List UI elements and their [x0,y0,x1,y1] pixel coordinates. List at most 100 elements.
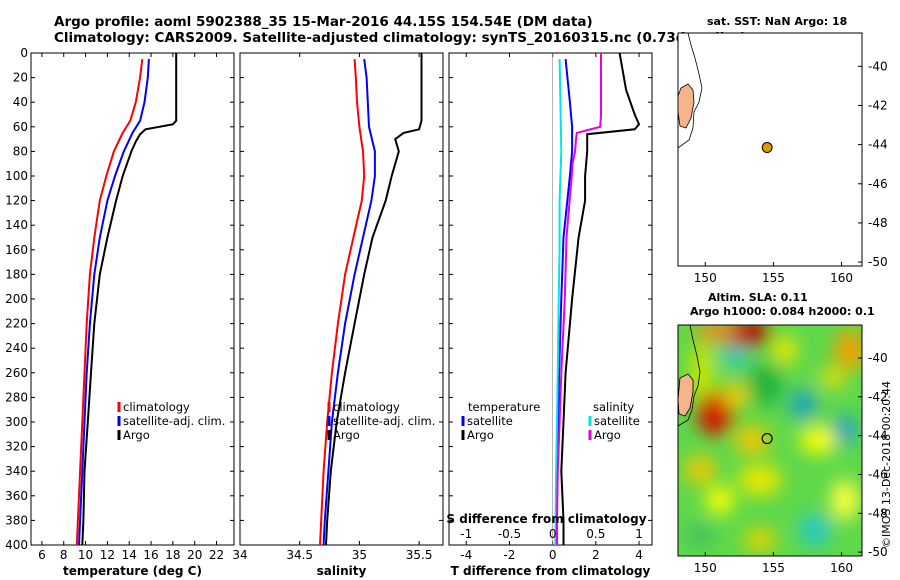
sla-map-title-line2: Argo h1000: 0.084 h2000: 0.1 [690,305,875,318]
sst-map-float-marker [761,142,773,154]
temperature-legend-label: satellite-adj. clim. [123,414,225,428]
tasmania-land [677,83,695,129]
temperature-ytick-label: 300 [5,415,28,429]
temperature-xtick-label: 8 [60,548,68,562]
sst-map-title: sat. SST: NaN Argo: 18 [707,15,847,28]
sla-map-xtick-label: 160 [830,561,853,575]
difference-xtick-label: -2 [503,548,515,562]
salinity-xtick-label: 35 [352,548,367,562]
temperature-xtick-label: 10 [78,548,93,562]
coastline [677,32,703,149]
difference-xtick-label: 2 [592,548,600,562]
salinity-legend-label: Argo [333,428,360,442]
difference-xlabel: T difference from climatology [451,564,651,578]
sla-tasmania-land [677,373,694,417]
difference-t-argo-line [560,52,641,545]
sla-map: 150 155 160 -40 -42 -44 -46 -48 -50 [677,324,888,575]
temperature-ytick-label: 320 [5,440,28,454]
temperature-xtick-label: 12 [100,548,115,562]
difference-top-tick-label: 1 [635,527,643,541]
temperature-xtick-label: 14 [122,548,137,562]
temperature-xtick-label: 22 [209,548,224,562]
temperature-ytick-label: 60 [13,120,28,134]
temperature-climatology-line [75,58,144,546]
temperature-xtick-label: 20 [187,548,202,562]
sla-map-ytick-label: -50 [868,545,888,559]
temperature-ytick-label: 180 [5,267,28,281]
temperature-xtick-label: 16 [143,548,158,562]
temperature-ytick-label: 200 [5,292,28,306]
sst-map-ytick-label: -42 [868,98,888,112]
salinity-panel: 34 34.5 35 35.5 salinity climatologysatellite… [232,52,444,578]
sst-map-xtick-label: 150 [694,271,717,285]
temperature-ytick-label: 220 [5,317,28,331]
difference-temperature-legend-label: satellite [467,414,513,428]
sst-map: 150 155 160 -40 -42 -44 -46 -48 -50 [677,32,888,285]
difference-top-tick-label: -1 [460,527,472,541]
salinity-climatology-line [319,59,366,546]
sst-map-ytick-label: -44 [868,138,888,152]
difference-legend-title-salinity: salinity [593,400,634,414]
sla-map-ytick-label: -42 [868,390,888,404]
temperature-ytick-label: 280 [5,390,28,404]
temperature-xtick-label: 6 [38,548,46,562]
temperature-ytick-label: 100 [5,169,28,183]
sla-map-xtick-label: 150 [694,561,717,575]
difference-xtick-label: 4 [635,548,643,562]
salinity-legend-label: satellite-adj. clim. [333,414,435,428]
sla-map-float-marker [761,432,773,445]
salinity-xtick-label: 34 [232,548,247,562]
watermark: ©IMOS 13-Dec-2018 00:20:44 [880,381,893,548]
sla-map-frame [677,324,863,557]
sla-map-xtick-label: 155 [762,561,785,575]
salinity-xtick-label: 34.5 [286,548,313,562]
sst-map-ytick-label: -46 [868,177,888,191]
temperature-ytick-label: 20 [13,71,28,85]
difference-xtick-label: 0 [549,548,557,562]
temperature-argo-line [81,53,178,546]
temperature-ytick-label: 340 [5,464,28,478]
temperature-ytick-label: 80 [13,144,28,158]
difference-legend-title-temperature: temperature [468,400,540,414]
temperature-ytick-label: 140 [5,218,28,232]
sst-map-ytick-label: -48 [868,216,888,230]
sla-map-ytick-label: -40 [868,351,888,365]
temperature-xtick-label: 18 [165,548,180,562]
sst-map-xtick-label: 155 [762,271,785,285]
sla-map-ytick-label: -46 [868,467,888,481]
difference-panel: -4 -2 0 2 4 S difference from climatology-1 -0… [446,52,653,578]
temperature-frame [30,52,235,546]
sst-map-xtick-label: 160 [830,271,853,285]
figure-title-line2: Climatology: CARS2009. Satellite-adjuste… [54,30,746,46]
temperature-ytick-label: 0 [20,46,28,60]
difference-frame [448,52,653,546]
sst-map-ytick-label: -50 [868,255,888,269]
difference-s-argo-line [556,53,602,545]
temperature-ytick-label: 160 [5,243,28,257]
salinity-xlabel: salinity [317,564,367,578]
temperature-legend-label: Argo [123,428,150,442]
salinity-xtick-label: 35.5 [406,548,433,562]
figure-title-line1: Argo profile: aoml 5902388_35 15-Mar-201… [54,14,593,30]
temperature-ytick-label: 40 [13,95,28,109]
difference-t-satellite-line [556,59,574,545]
sst-map-ytick-label: -40 [868,59,888,73]
difference-salinity-legend-label: Argo [594,428,621,442]
salinity-legend-label: climatology [333,400,400,414]
temperature-ytick-label: 120 [5,194,28,208]
difference-temperature-legend-label: Argo [467,428,494,442]
temperature-ytick-label: 400 [5,538,28,552]
salinity-argo-line [325,53,423,546]
sla-heatmap [678,325,862,556]
difference-top-tick-label: -0.5 [498,527,521,541]
sla-coastline [677,324,701,427]
salinity-satellite-line [322,58,376,546]
temperature-ytick-label: 260 [5,366,28,380]
temperature-satellite-line [78,59,150,546]
temperature-ytick-label: 380 [5,513,28,527]
difference-top-tick-label: 0 [549,527,557,541]
sla-map-title-line1: Altim. SLA: 0.11 [708,291,808,304]
temperature-ytick-label: 240 [5,341,28,355]
temperature-ytick-label: 360 [5,489,28,503]
